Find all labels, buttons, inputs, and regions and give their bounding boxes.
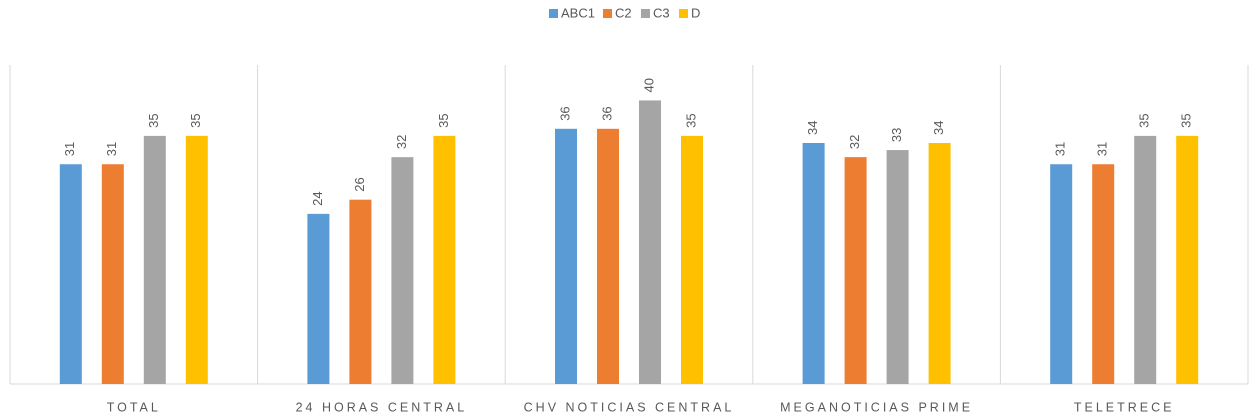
x-tick-label: TELETRECE (1074, 400, 1175, 414)
bar (1092, 164, 1115, 384)
bar (802, 142, 825, 384)
bar (928, 142, 951, 384)
data-label: 35 (1137, 113, 1152, 127)
data-label: 34 (805, 121, 820, 135)
bar (555, 128, 577, 384)
bar (844, 157, 867, 384)
data-label: 35 (683, 113, 698, 127)
x-tick-label: MEGANOTICIAS PRIME (780, 400, 973, 414)
bar (597, 128, 619, 384)
data-label: 32 (394, 135, 409, 149)
bar (433, 135, 456, 384)
bar (1050, 164, 1073, 384)
legend-label: C2 (615, 5, 632, 20)
bar (1176, 135, 1199, 384)
data-label: 24 (310, 191, 325, 205)
bar (185, 135, 208, 384)
bar (59, 164, 82, 384)
legend-label: D (691, 5, 700, 20)
x-tick-label: 24 HORAS CENTRAL (296, 400, 468, 414)
data-label: 31 (1095, 142, 1110, 156)
data-label: 31 (62, 142, 77, 156)
legend-label: C3 (653, 5, 670, 20)
data-label: 36 (599, 106, 614, 120)
data-label: 36 (557, 106, 572, 120)
bar (101, 164, 124, 384)
data-label: 35 (1179, 113, 1194, 127)
data-label: 31 (104, 142, 119, 156)
data-label: 32 (847, 135, 862, 149)
legend-swatch (679, 9, 688, 18)
bar (681, 135, 703, 384)
data-label: 34 (931, 121, 946, 135)
bar (391, 157, 414, 384)
x-tick-label: CHV NOTICIAS CENTRAL (524, 400, 735, 414)
bar (143, 135, 166, 384)
bar (1134, 135, 1157, 384)
data-label: 35 (188, 113, 203, 127)
legend-swatch (549, 9, 558, 18)
data-label: 26 (352, 177, 367, 191)
bar (307, 213, 330, 384)
legend-swatch (641, 9, 650, 18)
data-label: 40 (641, 78, 656, 92)
bar (886, 150, 909, 384)
legend-swatch (603, 9, 612, 18)
bar (639, 100, 661, 384)
data-label: 35 (146, 113, 161, 127)
data-label: 33 (889, 128, 904, 142)
legend-label: ABC1 (561, 5, 595, 20)
bar (349, 199, 372, 384)
data-label: 35 (436, 113, 451, 127)
x-tick-label: TOTAL (107, 400, 161, 414)
data-label: 31 (1053, 142, 1068, 156)
